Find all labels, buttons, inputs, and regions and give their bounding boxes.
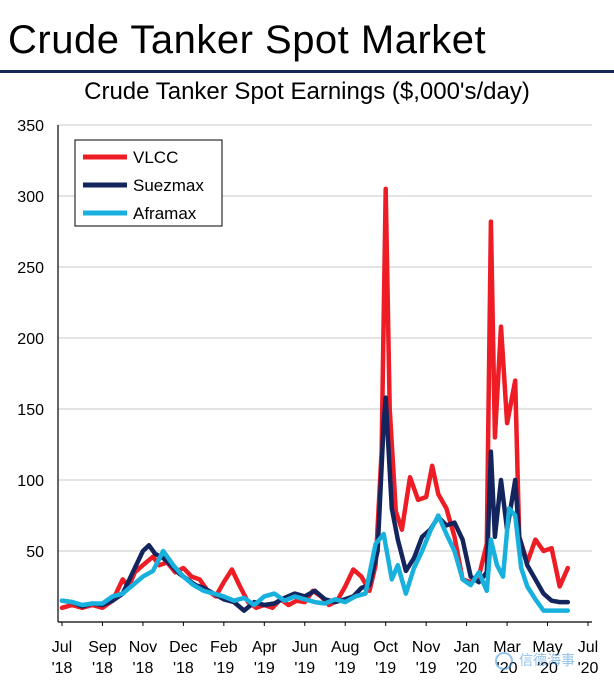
x-tick-month-label: Jul (52, 639, 72, 656)
title-divider (0, 70, 614, 73)
x-tick-year-label: '19 (254, 660, 275, 677)
x-tick-year-label: '19 (416, 660, 437, 677)
legend: VLCC Suezmax Aframax (74, 139, 223, 227)
legend-label-suezmax: Suezmax (133, 176, 204, 195)
x-tick-year-label: '18 (132, 660, 153, 677)
series-layer (59, 186, 571, 613)
legend-label-vlcc: VLCC (133, 148, 178, 167)
x-tick-month-label: Jun (292, 639, 318, 656)
x-tick-month-label: Nov (412, 639, 440, 656)
x-tick-month-label: Jul (578, 639, 598, 656)
y-tick-label: 200 (17, 331, 44, 348)
x-tick-month-label: Jan (454, 639, 480, 656)
x-tick-year-label: '19 (213, 660, 234, 677)
y-tick-label: 300 (17, 189, 44, 206)
x-tick-month-label: Apr (252, 639, 278, 656)
chart-title: Crude Tanker Spot Earnings ($,000's/day) (84, 78, 530, 105)
x-tick-year-label: '20 (578, 660, 599, 677)
watermark: 信德海事 (495, 650, 613, 678)
x-tick-year-label: '20 (456, 660, 477, 677)
x-tick-year-label: '19 (294, 660, 315, 677)
legend-label-aframax: Aframax (133, 204, 197, 223)
x-tick-year-label: '19 (375, 660, 396, 677)
x-tick-month-label: May (532, 639, 562, 656)
x-tick-month-label: Oct (373, 639, 398, 656)
x-tick-month-label: Sep (88, 639, 117, 656)
axis-layer: 50 100 150 200 250 300 350 Jul '18 Sep '18 Nov '18 De… (17, 118, 598, 677)
watermark-logo-icon (495, 652, 513, 671)
x-tick-year-label: '18 (173, 660, 194, 677)
y-tick-label: 50 (26, 544, 44, 561)
y-tick-label: 350 (17, 118, 44, 135)
y-tick-label: 250 (17, 260, 44, 277)
watermark-text: 信德海事 (519, 652, 575, 668)
x-tick-month-label: Aug (331, 639, 359, 656)
x-tick-year-label: '18 (92, 660, 113, 677)
x-tick-month-label: Mar (493, 639, 521, 656)
x-tick-month-label: Feb (210, 639, 238, 656)
x-tick-year-label: '19 (335, 660, 356, 677)
y-tick-label: 150 (17, 402, 44, 419)
x-tick-month-label: Nov (129, 639, 157, 656)
x-tick-month-label: Dec (169, 639, 197, 656)
x-tick-year-label: '18 (52, 660, 73, 677)
series-line-aframax (59, 506, 571, 613)
page-title: Crude Tanker Spot Market (8, 18, 487, 62)
x-tick-year-label: '20 (537, 660, 558, 677)
y-tick-label: 100 (17, 473, 44, 490)
